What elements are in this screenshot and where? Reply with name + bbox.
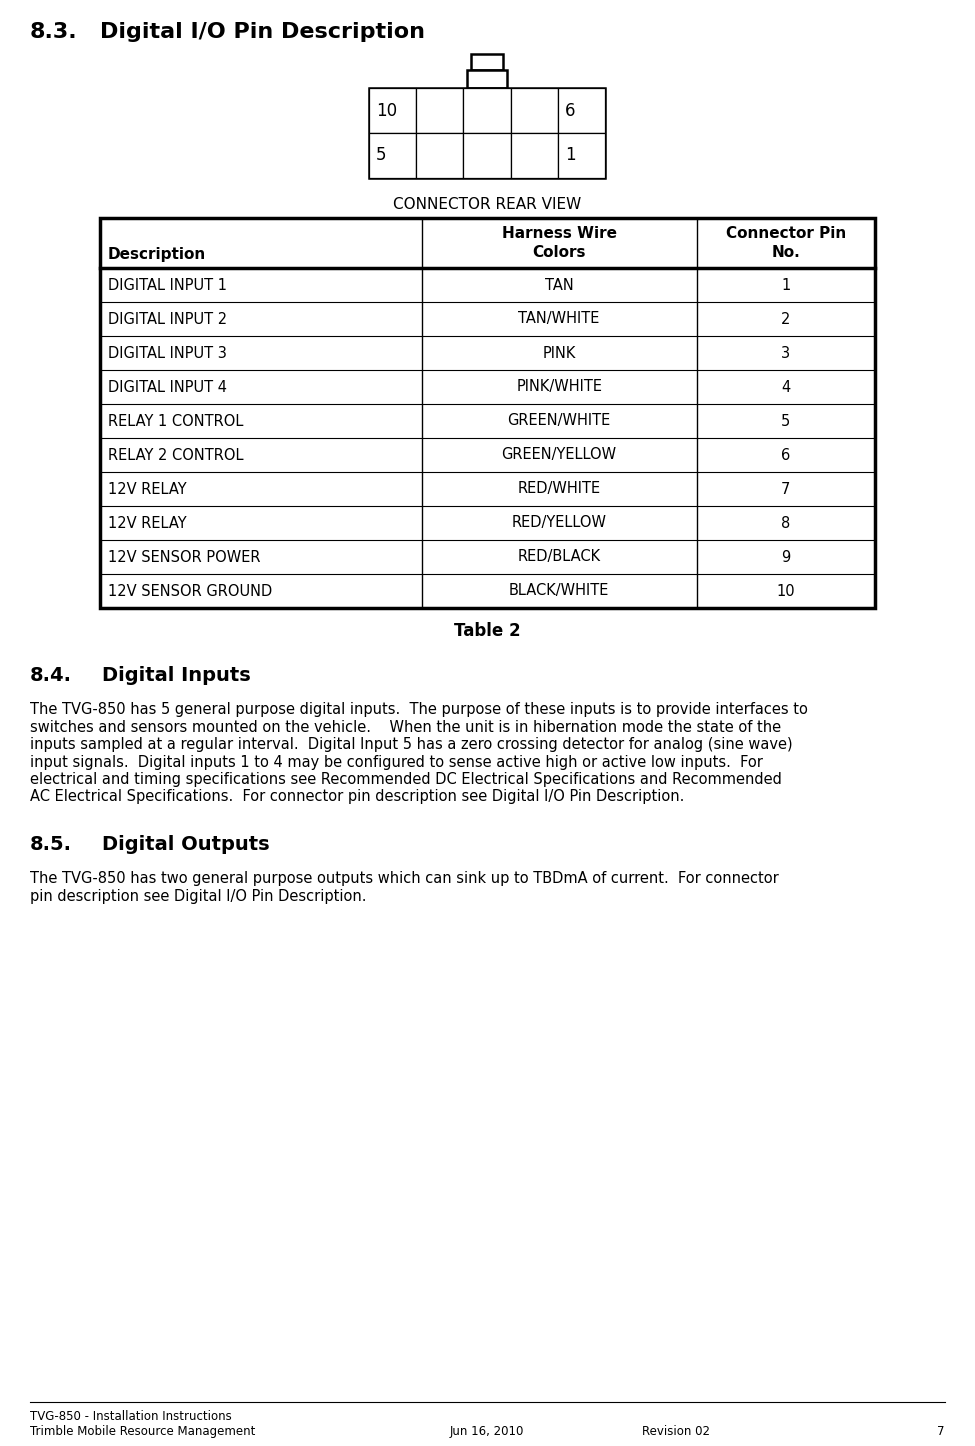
Text: electrical and timing specifications see Recommended DC Electrical Specification: electrical and timing specifications see… bbox=[30, 772, 782, 787]
Text: input signals.  Digital inputs 1 to 4 may be configured to sense active high or : input signals. Digital inputs 1 to 4 may… bbox=[30, 755, 762, 769]
Text: switches and sensors mounted on the vehicle.    When the unit is in hibernation : switches and sensors mounted on the vehi… bbox=[30, 720, 781, 735]
Text: The TVG-850 has two general purpose outputs which can sink up to TBDmA of curren: The TVG-850 has two general purpose outp… bbox=[30, 870, 779, 886]
Text: BLACK/WHITE: BLACK/WHITE bbox=[509, 584, 609, 599]
Text: RED/BLACK: RED/BLACK bbox=[518, 549, 601, 564]
Text: GREEN/YELLOW: GREEN/YELLOW bbox=[501, 447, 617, 463]
Text: DIGITAL INPUT 4: DIGITAL INPUT 4 bbox=[108, 379, 227, 395]
Text: The TVG-850 has 5 general purpose digital inputs.  The purpose of these inputs i: The TVG-850 has 5 general purpose digita… bbox=[30, 701, 808, 717]
Bar bbox=[471, 54, 503, 69]
Text: Jun 16, 2010: Jun 16, 2010 bbox=[449, 1424, 525, 1437]
Text: Revision 02: Revision 02 bbox=[642, 1424, 710, 1437]
Bar bbox=[369, 133, 416, 178]
Text: 4: 4 bbox=[781, 379, 791, 395]
Text: 10: 10 bbox=[376, 101, 397, 120]
Bar bbox=[467, 69, 507, 88]
Text: 8.3.: 8.3. bbox=[30, 22, 78, 42]
Bar bbox=[558, 88, 605, 133]
Text: 9: 9 bbox=[781, 549, 791, 564]
Bar bbox=[100, 218, 875, 607]
Text: 8.4.: 8.4. bbox=[30, 667, 72, 685]
Text: 12V SENSOR POWER: 12V SENSOR POWER bbox=[108, 549, 260, 564]
Bar bbox=[511, 88, 558, 133]
Text: Harness Wire
Colors: Harness Wire Colors bbox=[502, 226, 616, 260]
Text: GREEN/WHITE: GREEN/WHITE bbox=[508, 414, 610, 428]
Text: TAN: TAN bbox=[545, 278, 573, 292]
Text: PINK/WHITE: PINK/WHITE bbox=[516, 379, 603, 395]
Text: pin description see Digital I/O Pin Description.: pin description see Digital I/O Pin Desc… bbox=[30, 888, 367, 904]
Text: Digital I/O Pin Description: Digital I/O Pin Description bbox=[100, 22, 425, 42]
Text: 3: 3 bbox=[781, 346, 791, 360]
Text: RELAY 1 CONTROL: RELAY 1 CONTROL bbox=[108, 414, 244, 428]
Text: AC Electrical Specifications.  For connector pin description see Digital I/O Pin: AC Electrical Specifications. For connec… bbox=[30, 790, 684, 804]
Text: RELAY 2 CONTROL: RELAY 2 CONTROL bbox=[108, 447, 244, 463]
Bar bbox=[463, 133, 511, 178]
Bar bbox=[416, 133, 463, 178]
Text: 1: 1 bbox=[565, 146, 575, 165]
Text: RED/WHITE: RED/WHITE bbox=[518, 482, 601, 496]
Text: Digital Inputs: Digital Inputs bbox=[102, 667, 251, 685]
Text: TAN/WHITE: TAN/WHITE bbox=[519, 311, 600, 327]
Text: DIGITAL INPUT 1: DIGITAL INPUT 1 bbox=[108, 278, 227, 292]
Bar bbox=[369, 88, 416, 133]
Bar bbox=[369, 88, 605, 178]
Text: DIGITAL INPUT 2: DIGITAL INPUT 2 bbox=[108, 311, 227, 327]
Bar bbox=[463, 88, 511, 133]
Text: Description: Description bbox=[108, 246, 207, 262]
Text: 5: 5 bbox=[781, 414, 791, 428]
Text: 5: 5 bbox=[376, 146, 386, 165]
Text: 8.5.: 8.5. bbox=[30, 834, 72, 855]
Text: Connector Pin
No.: Connector Pin No. bbox=[725, 226, 846, 260]
Text: Table 2: Table 2 bbox=[454, 622, 521, 641]
Text: DIGITAL INPUT 3: DIGITAL INPUT 3 bbox=[108, 346, 227, 360]
Text: Digital Outputs: Digital Outputs bbox=[102, 834, 270, 855]
Text: 6: 6 bbox=[565, 101, 575, 120]
Text: RED/YELLOW: RED/YELLOW bbox=[512, 516, 606, 531]
Text: 12V SENSOR GROUND: 12V SENSOR GROUND bbox=[108, 584, 272, 599]
Text: 8: 8 bbox=[781, 516, 791, 531]
Text: Trimble Mobile Resource Management: Trimble Mobile Resource Management bbox=[30, 1424, 255, 1437]
Bar bbox=[511, 133, 558, 178]
Text: 1: 1 bbox=[781, 278, 791, 292]
Text: PINK: PINK bbox=[542, 346, 576, 360]
Text: 7: 7 bbox=[781, 482, 791, 496]
Text: 2: 2 bbox=[781, 311, 791, 327]
Text: 12V RELAY: 12V RELAY bbox=[108, 516, 186, 531]
Text: TVG-850 - Installation Instructions: TVG-850 - Installation Instructions bbox=[30, 1410, 232, 1423]
Text: 10: 10 bbox=[776, 584, 796, 599]
Text: 12V RELAY: 12V RELAY bbox=[108, 482, 186, 496]
Bar bbox=[558, 133, 605, 178]
Text: CONNECTOR REAR VIEW: CONNECTOR REAR VIEW bbox=[393, 197, 581, 213]
Text: 6: 6 bbox=[781, 447, 791, 463]
Text: inputs sampled at a regular interval.  Digital Input 5 has a zero crossing detec: inputs sampled at a regular interval. Di… bbox=[30, 737, 793, 752]
Text: 7: 7 bbox=[938, 1424, 945, 1437]
Bar bbox=[416, 88, 463, 133]
